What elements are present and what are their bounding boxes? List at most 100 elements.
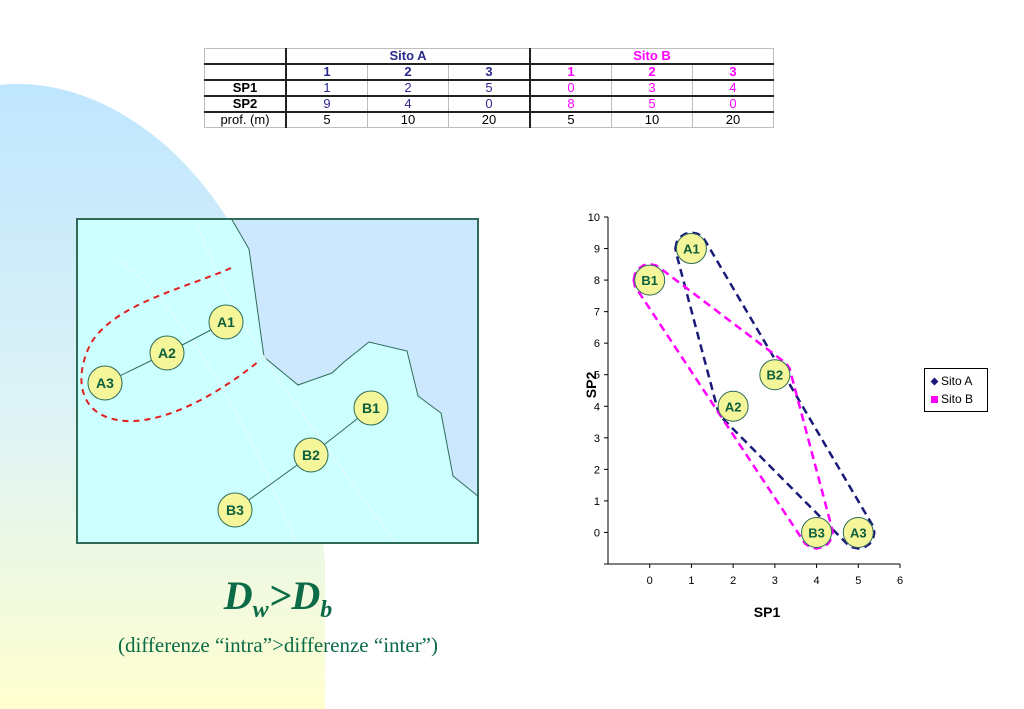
- sample-header: 3: [448, 63, 531, 81]
- x-tick-label: 5: [855, 575, 861, 587]
- node-label: A1: [217, 314, 235, 330]
- data-point-label: A2: [725, 399, 742, 414]
- y-tick-label: 1: [594, 496, 600, 508]
- table-row: prof. (m) 5 10 20 5 10 20: [204, 111, 774, 128]
- map-coastline: [230, 218, 479, 498]
- formula-dw-gt-db: Dw>Db: [178, 572, 378, 634]
- row-label: SP1: [204, 79, 287, 97]
- data-point-b1: [634, 264, 666, 296]
- diamond-marker-icon: [930, 377, 939, 386]
- y-tick-label: 6: [594, 338, 600, 350]
- series-hull-sito-a: [674, 231, 876, 550]
- x-tick-label: 6: [897, 575, 903, 587]
- node-label: B1: [362, 400, 380, 416]
- sample-header: 1: [529, 63, 612, 81]
- table-cell: 10: [611, 111, 693, 128]
- sample-header: 2: [367, 63, 449, 81]
- data-point-label: A3: [850, 525, 867, 540]
- formula-w: w: [252, 597, 269, 623]
- node-a3: A3: [87, 365, 123, 401]
- y-tick-label: 9: [594, 244, 600, 256]
- data-point-b2: [759, 359, 791, 391]
- square-marker-icon: [931, 396, 938, 403]
- caption: (differenze “intra”>differenze “inter”): [117, 633, 438, 657]
- table-cell: 4: [367, 95, 449, 113]
- formula-d: D: [291, 573, 321, 618]
- formula-gt: >: [268, 573, 292, 618]
- table-cell: 5: [611, 95, 693, 113]
- map-contour: [195, 218, 397, 544]
- map-frame: [76, 218, 479, 544]
- x-tick-label: 2: [730, 575, 736, 587]
- table-cell: 5: [448, 79, 531, 97]
- table-cell: 0: [692, 95, 774, 113]
- site-map-diagram: A1 A2 A3 B1 B2 B3: [76, 218, 479, 544]
- table-cell: 0: [529, 79, 612, 97]
- row-label: prof. (m): [204, 111, 287, 128]
- node-label: B3: [226, 502, 244, 518]
- legend-label: Sito B: [941, 392, 974, 406]
- node-label: B2: [302, 447, 320, 463]
- table-cell: 8: [529, 95, 612, 113]
- node-b2: B2: [293, 437, 329, 473]
- chart-points: A1 A2 A3 B1 B2 B3: [634, 233, 874, 548]
- sample-header: 2: [611, 63, 693, 81]
- legend-label: Sito A: [941, 374, 973, 388]
- scatter-chart: 0 1 2 3 4 5 6 7 8 9 10 0 1 2 3 4 5 6 A1 A2 A3 B1 B2 B3 SP1 SP2: [570, 205, 930, 635]
- data-point-a2: [717, 390, 749, 422]
- data-point-label: B3: [808, 525, 825, 540]
- y-axis-label: SP2: [583, 372, 599, 399]
- table-cell: 9: [285, 95, 368, 113]
- data-point-label: B1: [641, 273, 658, 288]
- map-contour: [115, 257, 297, 544]
- map-sea: [231, 218, 479, 497]
- table-cell: 4: [692, 79, 774, 97]
- table-cell: 20: [448, 111, 531, 128]
- table-cell: 5: [285, 111, 368, 128]
- data-point-label: A1: [683, 242, 700, 257]
- chart-axes: 0 1 2 3 4 5 6 7 8 9 10 0 1 2 3 4 5 6: [588, 212, 903, 587]
- y-tick-label: 2: [594, 464, 600, 476]
- node-label: A2: [158, 345, 176, 361]
- table-cell: 5: [529, 111, 612, 128]
- x-tick-label: 1: [688, 575, 694, 587]
- header-sito-b: Sito B: [529, 48, 774, 65]
- table-corner-2: [204, 63, 287, 81]
- table-cell: 0: [448, 95, 531, 113]
- y-tick-label: 7: [594, 307, 600, 319]
- chart-legend: Sito A Sito B: [924, 368, 988, 412]
- data-point-label: B2: [767, 368, 784, 383]
- table-cell: 20: [692, 111, 774, 128]
- row-label: SP2: [204, 95, 287, 113]
- table-row: SP2 9 4 0 8 5 0: [204, 95, 774, 113]
- y-tick-label: 3: [594, 433, 600, 445]
- chart-plot-area: [570, 205, 930, 635]
- data-point-a1: [675, 233, 707, 265]
- y-tick-label: 5: [594, 370, 600, 382]
- table-row: SP1 1 2 5 0 3 4: [204, 79, 774, 97]
- y-tick-label: 0: [594, 527, 600, 539]
- header-sito-a: Sito A: [285, 48, 531, 65]
- table-cell: 10: [367, 111, 449, 128]
- data-point-b3: [801, 516, 833, 548]
- table-cell: 2: [367, 79, 449, 97]
- y-tick-label: 8: [594, 275, 600, 287]
- table-cell: 1: [285, 79, 368, 97]
- table-corner: [204, 48, 287, 65]
- node-a1: A1: [208, 304, 244, 340]
- y-tick-label: 10: [588, 212, 600, 224]
- series-hull-sito-b: [632, 262, 834, 550]
- data-table: Sito A Sito B 1 2 3 1 2 3 SP1 1 2 5 0 3 …: [204, 48, 774, 128]
- node-b3: B3: [217, 492, 253, 528]
- formula-d: D: [223, 573, 253, 618]
- node-a2: A2: [149, 335, 185, 371]
- data-point-a3: [842, 516, 874, 548]
- x-axis-label: SP1: [754, 604, 781, 620]
- table-cell: 3: [611, 79, 693, 97]
- x-tick-label: 4: [814, 575, 820, 587]
- site-a-hull: [80, 267, 260, 423]
- sample-header: 3: [692, 63, 774, 81]
- x-tick-label: 0: [647, 575, 653, 587]
- chart-hulls: [632, 231, 876, 550]
- node-label: A3: [96, 375, 114, 391]
